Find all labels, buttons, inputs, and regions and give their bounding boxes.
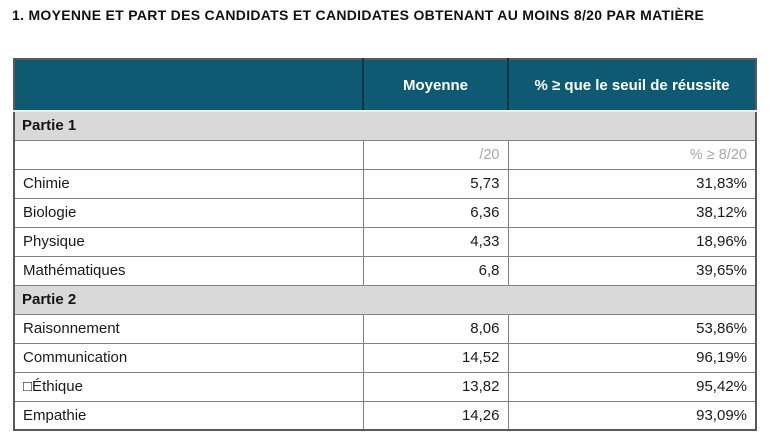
header-seuil-cell: % ≥ que le seuil de réussite — [507, 58, 757, 112]
unit-blank-cell — [13, 139, 364, 170]
seuil-cell: 18,96% — [507, 226, 757, 257]
moyenne-cell: 14,52 — [362, 342, 509, 373]
matiere-cell: Empathie — [13, 400, 364, 431]
moyenne-cell: 8,06 — [362, 313, 509, 344]
matiere-cell: Chimie — [13, 168, 364, 199]
unit-seuil-cell: % ≥ 8/20 — [507, 139, 757, 170]
seuil-cell: 53,86% — [507, 313, 757, 344]
matiere-cell: Physique — [13, 226, 364, 257]
section-row-partie-2: Partie 2 — [13, 284, 757, 315]
moyenne-cell: 5,73 — [362, 168, 509, 199]
table-header-row: Moyenne % ≥ que le seuil de réussite — [13, 58, 757, 112]
moyenne-cell: 6,36 — [362, 197, 509, 228]
table-row: Biologie 6,36 38,12% — [13, 197, 757, 228]
moyenne-cell: 6,8 — [362, 255, 509, 286]
matiere-cell: Communication — [13, 342, 364, 373]
matiere-cell: □Éthique — [13, 371, 364, 402]
matiere-cell: Mathématiques — [13, 255, 364, 286]
header-matiere-cell — [13, 58, 364, 112]
moyenne-cell: 13,82 — [362, 371, 509, 402]
table-row: Mathématiques 6,8 39,65% — [13, 255, 757, 286]
table-row: Raisonnement 8,06 53,86% — [13, 313, 757, 344]
seuil-cell: 95,42% — [507, 371, 757, 402]
seuil-cell: 38,12% — [507, 197, 757, 228]
seuil-cell: 93,09% — [507, 400, 757, 431]
table-row: Chimie 5,73 31,83% — [13, 168, 757, 199]
unit-row: /20 % ≥ 8/20 — [13, 139, 757, 170]
section-label: Partie 2 — [13, 284, 757, 315]
seuil-cell: 96,19% — [507, 342, 757, 373]
table-row: □Éthique 13,82 95,42% — [13, 371, 757, 402]
matiere-cell: Biologie — [13, 197, 364, 228]
table-row: Communication 14,52 96,19% — [13, 342, 757, 373]
results-table: Moyenne % ≥ que le seuil de réussite Par… — [13, 58, 757, 431]
section-label: Partie 1 — [13, 110, 757, 141]
table-row: Empathie 14,26 93,09% — [13, 400, 757, 431]
matiere-cell: Raisonnement — [13, 313, 364, 344]
unit-moyenne-cell: /20 — [362, 139, 509, 170]
table-row: Physique 4,33 18,96% — [13, 226, 757, 257]
moyenne-cell: 14,26 — [362, 400, 509, 431]
seuil-cell: 31,83% — [507, 168, 757, 199]
section-row-partie-1: Partie 1 — [13, 110, 757, 141]
page-title: 1. MOYENNE ET PART DES CANDIDATS ET CAND… — [12, 7, 705, 23]
moyenne-cell: 4,33 — [362, 226, 509, 257]
header-moyenne-cell: Moyenne — [362, 58, 509, 112]
seuil-cell: 39,65% — [507, 255, 757, 286]
